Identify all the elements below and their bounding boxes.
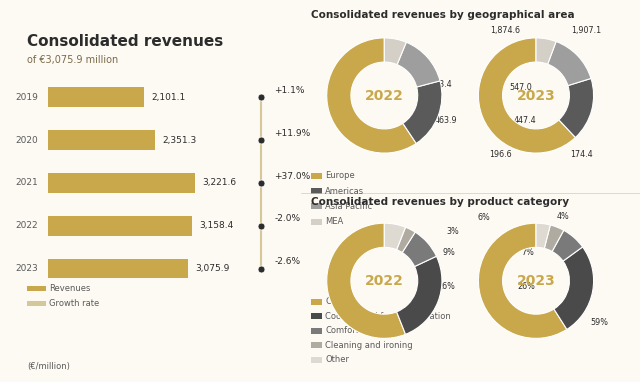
Text: 4%: 4% (557, 212, 570, 222)
Bar (47, 216, 192, 236)
Text: 174.4: 174.4 (570, 150, 593, 159)
Text: 7%: 7% (522, 248, 534, 257)
Bar (311, 299, 322, 305)
Text: Cleaning and ironing: Cleaning and ironing (325, 341, 413, 350)
Wedge shape (479, 38, 575, 153)
Wedge shape (402, 232, 436, 267)
Text: 2022: 2022 (365, 274, 404, 288)
Wedge shape (536, 223, 550, 248)
Text: 2,351.3: 2,351.3 (163, 136, 196, 145)
Text: 59%: 59% (591, 318, 609, 327)
Wedge shape (544, 225, 564, 251)
Text: 2023: 2023 (516, 89, 556, 102)
Text: 2023: 2023 (516, 274, 556, 288)
Text: +1.1%: +1.1% (275, 86, 305, 95)
Text: 3,158.4: 3,158.4 (199, 221, 234, 230)
Bar (27, 286, 46, 291)
Text: 447.4: 447.4 (514, 116, 536, 125)
Text: 2020: 2020 (15, 136, 38, 145)
Text: 196.6: 196.6 (489, 150, 512, 159)
Text: 3,221.6: 3,221.6 (202, 178, 236, 188)
Bar (311, 328, 322, 334)
Text: -2.6%: -2.6% (275, 257, 300, 266)
Wedge shape (385, 38, 406, 65)
Text: 3,075.9: 3,075.9 (195, 264, 230, 273)
Wedge shape (536, 38, 556, 64)
Text: Consolidated revenues: Consolidated revenues (27, 34, 223, 49)
Bar (311, 173, 322, 179)
Bar (311, 342, 322, 348)
Text: MEA: MEA (325, 217, 344, 226)
Text: Consolidated revenues by geographical area: Consolidated revenues by geographical ar… (311, 10, 575, 19)
Text: 1,874.6: 1,874.6 (490, 26, 520, 35)
Text: Europe: Europe (325, 171, 355, 180)
Wedge shape (327, 223, 406, 338)
Text: Asia Pacific: Asia Pacific (325, 202, 372, 211)
Text: Coffee: Coffee (325, 297, 353, 306)
Wedge shape (397, 256, 442, 334)
Text: 26%: 26% (517, 282, 535, 291)
Text: 2023: 2023 (15, 264, 38, 273)
Text: Growth rate: Growth rate (49, 299, 99, 308)
Text: Other: Other (325, 355, 349, 364)
Text: 2022: 2022 (15, 221, 38, 230)
Bar (47, 173, 195, 193)
Text: of €3,075.9 million: of €3,075.9 million (27, 55, 118, 65)
Wedge shape (397, 227, 415, 253)
Wedge shape (548, 42, 591, 86)
Wedge shape (552, 230, 582, 261)
Text: 6%: 6% (477, 213, 490, 222)
Bar (311, 357, 322, 363)
Text: 463.9: 463.9 (434, 116, 457, 125)
Text: 9%: 9% (442, 248, 455, 257)
Bar (47, 87, 143, 107)
Text: Consolidated revenues by product category: Consolidated revenues by product categor… (311, 197, 569, 207)
Text: Cooking and food preparation: Cooking and food preparation (325, 312, 451, 321)
Wedge shape (403, 81, 442, 143)
Text: Revenues: Revenues (49, 284, 90, 293)
Bar (311, 188, 322, 194)
Text: 2022: 2022 (365, 89, 404, 102)
Wedge shape (327, 38, 416, 153)
Wedge shape (385, 223, 406, 250)
Bar (47, 130, 155, 150)
Bar (311, 203, 322, 209)
Text: 2021: 2021 (15, 178, 38, 188)
Text: 623.4: 623.4 (430, 79, 452, 89)
Wedge shape (479, 223, 567, 338)
Text: 3%: 3% (447, 227, 460, 236)
Text: 2019: 2019 (15, 93, 38, 102)
Text: 4%: 4% (525, 225, 538, 234)
Text: +11.9%: +11.9% (275, 129, 310, 138)
Text: 1,907.1: 1,907.1 (572, 26, 602, 35)
Bar (27, 301, 46, 306)
Text: -2.0%: -2.0% (275, 214, 300, 223)
Text: 56%: 56% (511, 318, 529, 327)
Text: 26%: 26% (437, 282, 455, 291)
Text: Americas: Americas (325, 186, 364, 196)
Text: (€/million): (€/million) (27, 361, 70, 371)
Bar (311, 313, 322, 319)
Wedge shape (397, 42, 440, 87)
Text: Comfort: Comfort (325, 326, 359, 335)
Text: 2,101.1: 2,101.1 (151, 93, 185, 102)
Wedge shape (559, 78, 593, 138)
Text: 547.0: 547.0 (509, 83, 532, 92)
Wedge shape (554, 247, 593, 329)
Bar (47, 259, 188, 278)
Bar (311, 219, 322, 225)
Text: +37.0%: +37.0% (275, 172, 310, 181)
